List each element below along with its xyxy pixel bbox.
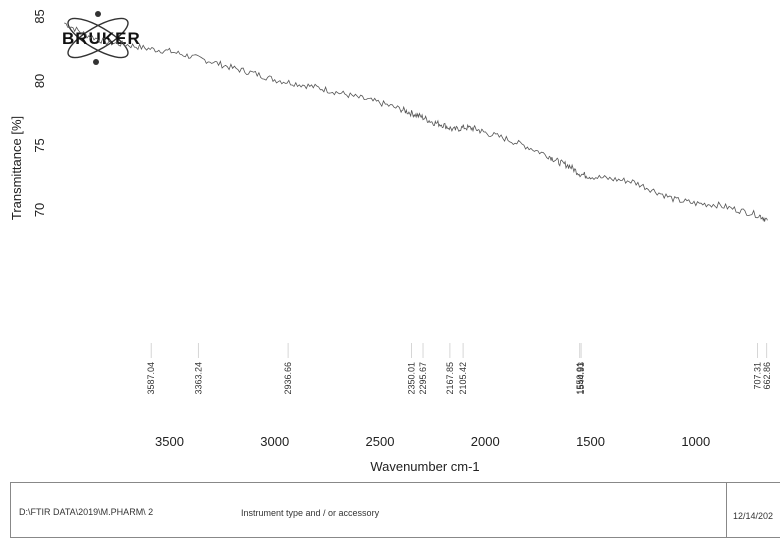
peak-label-10: 662.86 [762,362,772,390]
y-axis-ticks: 85 80 75 70 [32,9,47,217]
y-tick-label-75: 75 [32,138,47,152]
peak-label-7: 1544.93 [576,362,586,395]
logo-dot-top [95,11,101,17]
x-tick-label-1500: 1500 [576,434,605,449]
y-axis-title: Transmittance [%] [9,116,24,220]
peak-label-0: 3587.04 [146,362,156,395]
footer-date: 12/14/202 [733,511,774,521]
x-axis-title: Wavenumber cm-1 [370,459,479,474]
spectrum-line-0 [64,22,768,222]
peak-label-2: 2936.66 [283,362,293,395]
peak-label-4: 2295.67 [418,362,428,395]
peak-label-1: 3363.24 [193,362,203,395]
y-tick-label-80: 80 [32,74,47,88]
footer-file-path: D:\FTIR DATA\2019\M.PHARM\ 2 [19,507,154,517]
x-tick-label-2500: 2500 [366,434,395,449]
y-tick-label-85: 85 [32,9,47,23]
spectrum-series [64,22,768,222]
peak-label-8: 1550.91 [575,362,585,395]
bruker-logo: BRUKER [62,11,141,65]
peak-labels: 3587.04 3363.24 2936.66 2350.01 2295.67 2167.… [146,343,772,395]
x-axis-ticks: 3500 3000 2500 2000 1500 1000 [155,434,710,449]
x-tick-label-1000: 1000 [681,434,710,449]
logo-text: BRUKER [62,29,141,48]
peak-label-6: 2105.42 [458,362,468,395]
footer-info-box: D:\FTIR DATA\2019\M.PHARM\ 2 Instrument … [10,482,780,538]
x-tick-label-2000: 2000 [471,434,500,449]
peak-label-3: 2350.01 [407,362,417,395]
x-tick-label-3000: 3000 [260,434,289,449]
logo-dot-bottom [93,59,99,65]
x-tick-label-3500: 3500 [155,434,184,449]
logo-orbit-1 [67,17,129,59]
ftir-spectrum-chart: BRUKER 85 80 75 70 3500 3000 2500 2000 1500 1000… [9,9,772,474]
y-tick-label-70: 70 [32,203,47,217]
peak-label-9: 707.31 [752,362,762,390]
footer-instrument-label: Instrument type and / or accessory [241,508,380,518]
peak-label-5: 2167.85 [445,362,455,395]
logo-orbit-2 [67,17,129,59]
footer-divider [726,483,727,537]
